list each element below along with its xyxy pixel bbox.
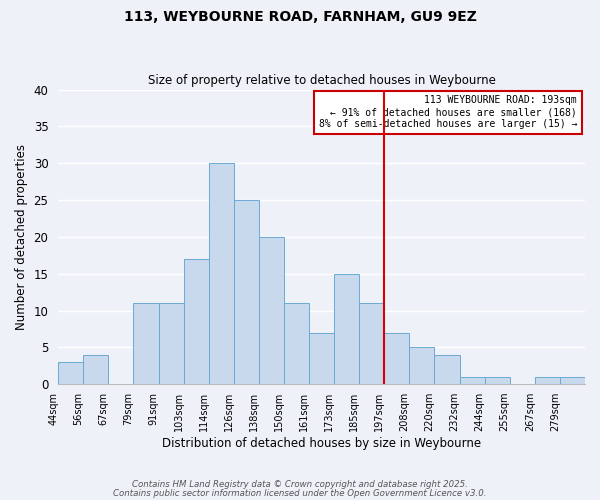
X-axis label: Distribution of detached houses by size in Weybourne: Distribution of detached houses by size …: [162, 437, 481, 450]
Text: Contains HM Land Registry data © Crown copyright and database right 2025.: Contains HM Land Registry data © Crown c…: [132, 480, 468, 489]
Bar: [133, 303, 158, 384]
Bar: [284, 303, 309, 384]
Bar: [83, 355, 109, 384]
Bar: [209, 163, 234, 384]
Bar: [485, 377, 510, 384]
Bar: [259, 237, 284, 384]
Bar: [234, 200, 259, 384]
Bar: [184, 259, 209, 384]
Bar: [334, 274, 359, 384]
Bar: [158, 303, 184, 384]
Bar: [309, 332, 334, 384]
Bar: [58, 362, 83, 384]
Y-axis label: Number of detached properties: Number of detached properties: [15, 144, 28, 330]
Text: 113 WEYBOURNE ROAD: 193sqm
← 91% of detached houses are smaller (168)
8% of semi: 113 WEYBOURNE ROAD: 193sqm ← 91% of deta…: [319, 96, 577, 128]
Text: 113, WEYBOURNE ROAD, FARNHAM, GU9 9EZ: 113, WEYBOURNE ROAD, FARNHAM, GU9 9EZ: [124, 10, 476, 24]
Bar: [359, 303, 384, 384]
Bar: [535, 377, 560, 384]
Bar: [460, 377, 485, 384]
Title: Size of property relative to detached houses in Weybourne: Size of property relative to detached ho…: [148, 74, 496, 87]
Bar: [560, 377, 585, 384]
Bar: [409, 348, 434, 385]
Bar: [434, 355, 460, 384]
Bar: [384, 332, 409, 384]
Text: Contains public sector information licensed under the Open Government Licence v3: Contains public sector information licen…: [113, 488, 487, 498]
